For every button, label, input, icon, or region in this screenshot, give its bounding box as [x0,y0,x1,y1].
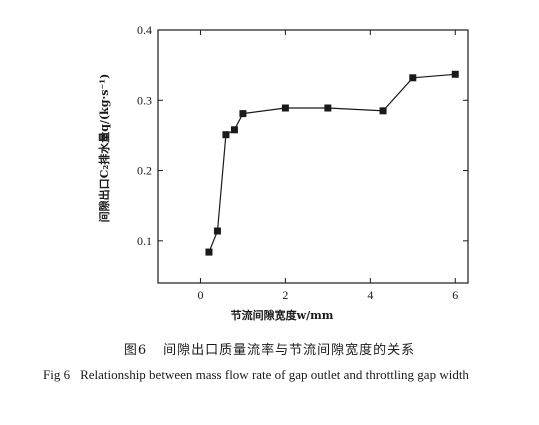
data-point [379,107,387,115]
y-tick-label: 0.2 [137,164,152,178]
figure-caption-cn: 图6 间隙出口质量流率与节流间隙宽度的关系 [0,339,539,358]
y-tick-label: 0.1 [137,234,152,248]
series [205,70,459,256]
y-axis-title: 间隙出口C₂排水量q/(kg·s⁻¹) [97,74,111,223]
data-point [451,70,459,78]
data-point [409,74,417,82]
figure-title-en: Relationship between mass flow rate of g… [80,367,469,382]
chart: 0 2 4 6 0.1 0.2 0.3 0.4 节流间隙宽度w/mm 间隙出口C₂排水量q/(… [97,23,469,322]
y-tick-label: 0.3 [137,93,152,107]
figure-caption-en: Fig 6 Relationship between mass flow rate… [43,364,518,385]
x-tick-label: 2 [282,288,288,302]
data-point [230,126,238,134]
data-point [239,110,247,118]
y-tick-label: 0.4 [137,23,152,37]
data-point [213,227,221,235]
data-point [281,104,289,112]
figure-title-cn: 间隙出口质量流率与节流间隙宽度的关系 [163,343,416,358]
x-tick-label: 4 [367,288,373,302]
plot-frame [157,29,469,284]
x-axis-title: 节流间隙宽度w/mm [231,308,334,322]
figure-number-en: Fig 6 [43,367,71,382]
x-tick-label: 0 [197,288,203,302]
data-point [324,104,332,112]
figure-number-cn: 图6 [123,343,148,358]
x-tick-label: 6 [452,288,458,302]
series-line [208,73,456,253]
axes: 0 2 4 6 0.1 0.2 0.3 0.4 [137,23,469,302]
data-point [222,131,230,139]
data-point [205,248,213,256]
